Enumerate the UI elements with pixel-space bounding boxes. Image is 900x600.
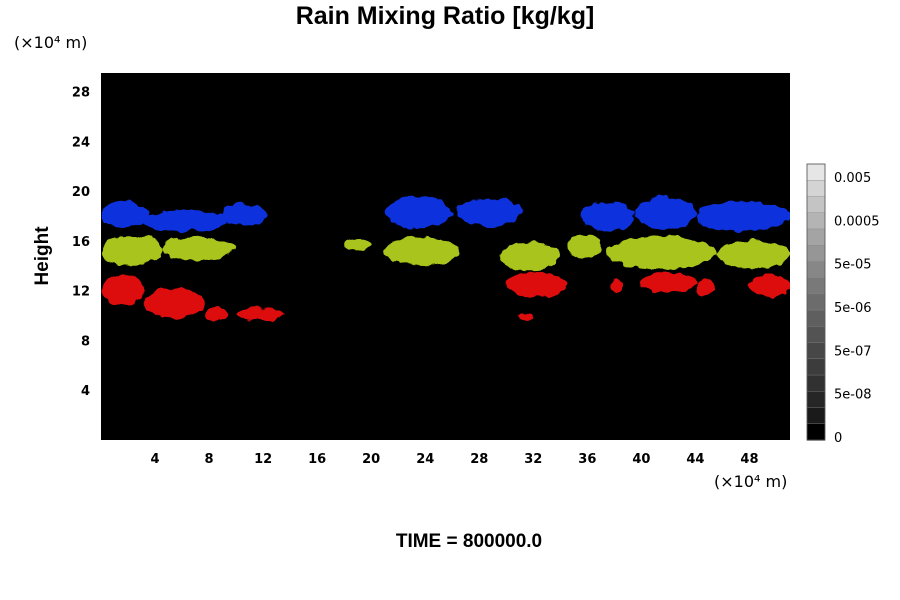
colorbar-swatch [806,407,826,425]
x-tick-label: 44 [686,452,704,467]
y-ticks: 4 8 12 16 20 24 28 [72,86,90,400]
colorbar-swatch [806,228,826,246]
x-tick-label: 4 [151,452,160,467]
colorbar-frame [806,163,826,441]
field-patch-core [726,245,779,261]
field-patch-core [107,279,138,297]
colorbar-label: 5e-07 [834,344,872,359]
y-tick-label: 20 [72,185,90,200]
field-patch-core [588,205,627,223]
field-patch-core [623,241,700,260]
colorbar-swatch [806,180,826,198]
field-patch-core [521,312,532,318]
x-tick-label: 16 [308,452,326,467]
colorbar-label: 0.005 [834,171,871,186]
field-patch-core [110,239,153,257]
field-patch-core [643,202,687,220]
colorbar-swatch [806,212,826,230]
x-tick-label: 24 [416,452,434,467]
colorbar-swatch [806,423,826,441]
y-tick-label: 12 [72,285,90,300]
x-tick-label: 28 [470,452,488,467]
x-tick-label: 8 [205,452,214,467]
chart-title: Rain Mixing Ratio [kg/kg] [295,2,595,30]
colorbar-swatch [806,358,826,376]
field-patch-core [154,213,217,225]
x-tick-label: 20 [362,452,380,467]
field-patch-core [108,205,142,221]
colorbar-swatch [806,196,826,214]
field-patch-core [348,240,368,248]
field-patch-core [612,280,621,289]
colorbar-label: 0.0005 [834,214,880,229]
colorbar-swatch [806,326,826,344]
field-layer [101,196,790,321]
y-tick-label: 8 [81,334,90,349]
field-patch-core [153,292,196,310]
x-ticks: 4 8 12 16 20 24 28 32 36 40 44 48 [151,452,759,467]
field-patch-core [755,277,784,291]
field-patch-core [698,280,713,291]
colorbar-swatch [806,309,826,328]
colorbar-swatch [806,244,826,263]
x-tick-label: 40 [632,452,650,467]
x-tick-label: 48 [740,452,758,467]
y-tick-label: 28 [72,86,90,101]
x-tick-label: 32 [524,452,542,467]
colorbar-swatch [806,374,826,392]
colorbar-swatch [806,391,826,409]
y-tick-label: 16 [72,235,90,250]
field-patch-core [508,246,552,263]
field-patch-core [572,238,596,253]
field-patch-core [394,201,443,219]
colorbar-swatch [806,277,826,295]
colorbar-swatch [806,163,826,181]
colorbar-label: 5e-05 [834,258,872,273]
colorbar-swatch [806,342,826,360]
field-patch-core [243,309,277,317]
field-patch-core [466,202,513,218]
y-axis-unit: (×10⁴ m) [14,33,88,52]
field-patch-core [649,275,688,287]
y-tick-label: 4 [81,384,90,399]
colorbar-label: 5e-06 [834,301,872,316]
field-patch-core [208,309,226,317]
field-patch-core [229,206,260,220]
x-tick-label: 36 [578,452,596,467]
time-label: TIME = 800000.0 [395,531,543,552]
colorbar-label: 5e-08 [834,388,872,403]
field-patch-core [172,240,225,253]
y-tick-label: 24 [72,135,90,150]
field-patch-core [515,275,558,290]
colorbar: 0.005 0.0005 5e-05 5e-06 5e-07 5e-08 0 [806,163,880,446]
field-patch-core [709,205,776,223]
x-tick-label: 12 [254,452,272,467]
colorbar-swatch [806,293,826,311]
field-patch-core [395,241,448,258]
x-axis-unit: (×10⁴ m) [714,472,788,491]
colorbar-label: 0 [834,431,842,446]
colorbar-swatch [806,261,826,279]
